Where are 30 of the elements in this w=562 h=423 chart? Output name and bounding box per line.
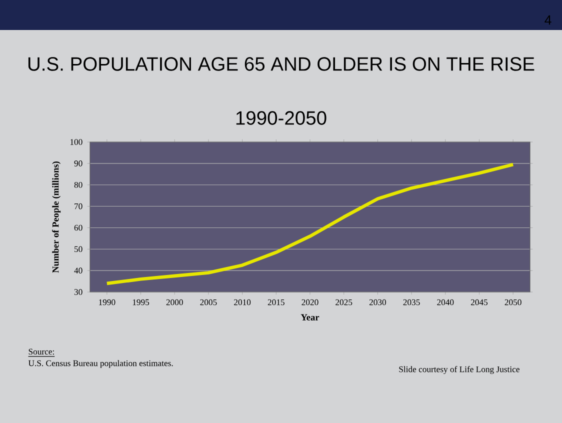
chart-subtitle: 1990-2050 <box>236 111 326 125</box>
x-tick-label: 2040 <box>437 299 454 306</box>
y-tick-label: 80 <box>74 182 82 188</box>
x-tick-label: 2050 <box>504 299 522 306</box>
x-tick-label: 2025 <box>336 299 352 306</box>
text: U.S. Census Bureau population estimates. <box>28 360 173 368</box>
y-tick-label: 50 <box>74 246 82 252</box>
y-tick-label: 70 <box>74 203 82 210</box>
y-tick-label: 40 <box>74 268 82 274</box>
x-tick-label: 2010 <box>234 299 251 306</box>
line-series <box>105 162 515 286</box>
x-tick-label: 2020 <box>302 299 318 306</box>
y-tick-label: 60 <box>74 224 82 231</box>
x-tick-label: 2045 <box>470 299 488 306</box>
source-note: Source: <box>28 348 54 355</box>
x-tick-label: 2030 <box>369 299 386 306</box>
x-tick-label: 2035 <box>403 299 420 306</box>
y-tick-label: 100 <box>70 139 82 145</box>
y-tick-label: 90 <box>74 160 82 166</box>
text: Slide courtesy of Life Long Justice <box>399 366 520 374</box>
y-axis-title: Number of People (millions) <box>52 162 61 273</box>
y-tick-label: 30 <box>74 289 82 295</box>
x-tick-label: 1990 <box>99 299 116 306</box>
x-tick-label: 1995 <box>132 299 150 306</box>
text: 4 <box>544 15 552 25</box>
x-tick-label: 2000 <box>166 299 183 306</box>
x-axis-title: Year <box>300 314 320 320</box>
chart-title: U.S. POPULATION AGE 65 AND OLDER IS ON THE RISE <box>28 57 534 71</box>
x-tick-label: 2005 <box>200 299 217 306</box>
x-tick-label: 2015 <box>268 299 284 306</box>
